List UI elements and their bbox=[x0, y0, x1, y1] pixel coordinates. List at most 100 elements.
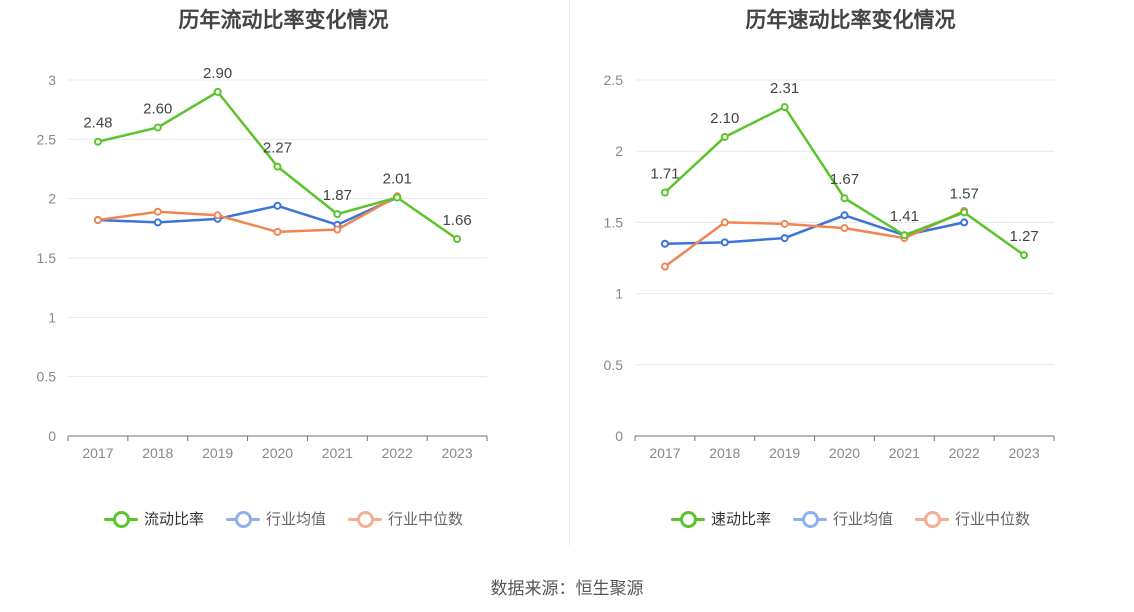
x-tick-label: 2020 bbox=[829, 445, 860, 461]
data-point bbox=[273, 227, 282, 236]
y-tick-label: 2.5 bbox=[604, 72, 624, 88]
x-tick-label: 2023 bbox=[441, 445, 472, 461]
data-label: 1.71 bbox=[650, 165, 679, 182]
data-point bbox=[273, 201, 282, 210]
quick-ratio-plot: 0 0.5 1 1.5 2 2.5 2017 2018 2019 2020 2021 2022 2023… bbox=[604, 72, 1055, 461]
y-tick-label: 0 bbox=[48, 428, 56, 444]
data-point bbox=[273, 162, 282, 171]
chart-legend: 速动比率 行业均值 行业中位数 bbox=[567, 508, 1134, 529]
legend-label: 速动比率 bbox=[710, 511, 771, 528]
data-point bbox=[213, 211, 222, 220]
data-label: 2.01 bbox=[383, 170, 412, 187]
data-label: 1.27 bbox=[1009, 228, 1038, 245]
legend-marker-icon bbox=[670, 510, 705, 528]
x-tick-label: 2022 bbox=[382, 445, 413, 461]
y-tick-label: 1 bbox=[48, 309, 56, 325]
data-point bbox=[660, 188, 669, 197]
x-tick-label: 2018 bbox=[142, 445, 173, 461]
y-tick-label: 1 bbox=[615, 286, 623, 302]
data-point bbox=[780, 103, 789, 112]
y-tick-label: 0 bbox=[615, 428, 623, 444]
data-point bbox=[153, 207, 162, 216]
data-point bbox=[93, 137, 102, 146]
y-tick-label: 1.5 bbox=[37, 250, 57, 266]
data-label: 2.60 bbox=[143, 100, 172, 117]
x-tick-label: 2017 bbox=[649, 445, 680, 461]
x-tick-label: 2019 bbox=[769, 445, 800, 461]
data-point bbox=[333, 225, 342, 234]
legend-label: 行业均值 bbox=[832, 511, 893, 528]
current-ratio-plot: 0 0.5 1 1.5 2 2.5 3 2017 2018 2019 2020 2021 2022 202… bbox=[37, 65, 488, 461]
x-tick-label: 2023 bbox=[1008, 445, 1039, 461]
data-label: 1.87 bbox=[323, 187, 352, 204]
y-tick-label: 0.5 bbox=[604, 357, 624, 373]
x-tick-label: 2019 bbox=[202, 445, 233, 461]
chart-title: 历年速动比率变化情况 bbox=[745, 9, 956, 32]
y-tick-label: 1.5 bbox=[604, 214, 624, 230]
data-label: 1.67 bbox=[830, 171, 859, 188]
data-point bbox=[660, 262, 669, 271]
data-point bbox=[840, 224, 849, 233]
legend-item-industry-median[interactable]: 行业中位数 bbox=[915, 508, 1030, 529]
legend-label: 行业均值 bbox=[265, 511, 326, 528]
y-tick-label: 2.5 bbox=[37, 131, 57, 147]
data-label: 1.66 bbox=[442, 212, 471, 229]
x-tick-label: 2021 bbox=[322, 445, 353, 461]
y-tick-label: 2 bbox=[615, 143, 623, 159]
data-point bbox=[453, 235, 462, 244]
x-tick-label: 2020 bbox=[262, 445, 293, 461]
x-tick-label: 2018 bbox=[709, 445, 740, 461]
data-point bbox=[900, 231, 909, 240]
legend-marker-icon bbox=[225, 510, 260, 528]
data-point bbox=[840, 194, 849, 203]
data-point bbox=[333, 210, 342, 219]
legend-item-industry-average[interactable]: 行业均值 bbox=[792, 508, 893, 529]
data-point bbox=[720, 132, 729, 141]
data-point bbox=[153, 123, 162, 132]
data-label: 2.48 bbox=[83, 115, 112, 132]
data-point bbox=[720, 238, 729, 247]
legend-marker-icon bbox=[792, 510, 827, 528]
data-point bbox=[960, 218, 969, 227]
data-point bbox=[720, 218, 729, 227]
data-point bbox=[213, 87, 222, 96]
x-tick-label: 2021 bbox=[889, 445, 920, 461]
legend-item-industry-average[interactable]: 行业均值 bbox=[225, 508, 326, 529]
legend-marker-icon bbox=[348, 510, 382, 528]
data-point bbox=[840, 211, 849, 220]
data-point bbox=[393, 193, 402, 202]
legend-label: 行业中位数 bbox=[388, 511, 464, 528]
x-tick-label: 2017 bbox=[82, 445, 113, 461]
legend-marker-icon bbox=[103, 510, 138, 528]
data-label: 2.90 bbox=[203, 65, 232, 82]
chart-legend: 流动比率 行业均值 行业中位数 bbox=[0, 508, 567, 529]
legend-marker-icon bbox=[915, 510, 949, 528]
data-label: 2.31 bbox=[770, 80, 799, 97]
data-label: 1.41 bbox=[890, 208, 919, 225]
y-tick-label: 2 bbox=[48, 191, 56, 207]
legend-label: 行业中位数 bbox=[955, 511, 1031, 528]
data-point bbox=[960, 208, 969, 217]
current-ratio-chart: 历年流动比率变化情况 0 0.5 1 1.5 2 2.5 3 2017 2018 2019 2020… bbox=[0, 0, 567, 560]
data-point bbox=[93, 216, 102, 225]
legend-label: 流动比率 bbox=[143, 511, 204, 528]
legend-item-quick-ratio[interactable]: 速动比率 bbox=[670, 508, 771, 529]
data-point bbox=[780, 219, 789, 228]
legend-item-current-ratio[interactable]: 流动比率 bbox=[103, 508, 204, 529]
series-line bbox=[97, 196, 398, 227]
y-tick-label: 0.5 bbox=[37, 369, 57, 385]
data-source-note: 数据来源：恒生聚源 bbox=[490, 579, 644, 598]
series-line bbox=[664, 209, 965, 268]
x-tick-label: 2022 bbox=[949, 445, 980, 461]
series-line bbox=[97, 195, 398, 234]
data-point bbox=[153, 218, 162, 227]
chart-title: 历年流动比率变化情况 bbox=[178, 9, 389, 32]
data-point bbox=[660, 239, 669, 248]
data-point bbox=[780, 234, 789, 243]
data-point bbox=[1020, 251, 1029, 260]
y-tick-label: 3 bbox=[48, 72, 56, 88]
panel-divider bbox=[569, 0, 570, 545]
legend-item-industry-median[interactable]: 行业中位数 bbox=[348, 508, 463, 529]
data-label: 1.57 bbox=[950, 185, 979, 202]
data-label: 2.10 bbox=[710, 110, 739, 127]
